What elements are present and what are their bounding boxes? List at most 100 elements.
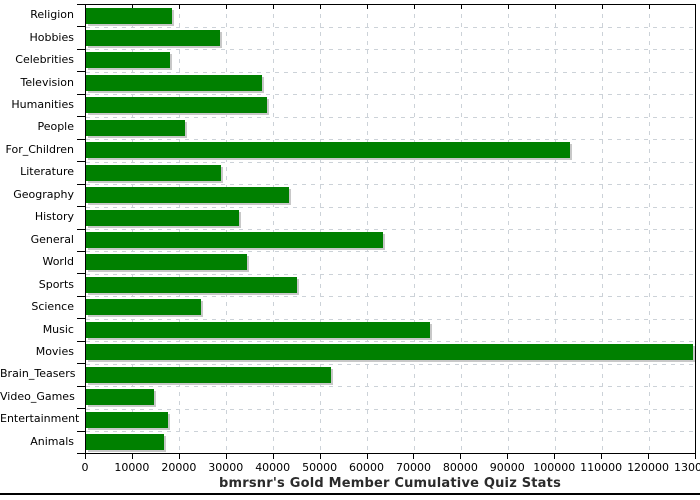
y-tick-mark (77, 340, 85, 342)
x-tick-label: 0 (81, 461, 89, 474)
x-tick-label: 10000 (114, 461, 150, 474)
x-tick-mark (272, 454, 274, 459)
y-tick-mark (77, 385, 85, 387)
category-label: Brain_Teasers (0, 367, 76, 381)
y-gridline (86, 161, 696, 163)
bottom-divider (0, 493, 700, 495)
y-tick-mark (77, 48, 85, 50)
y-gridline (86, 273, 696, 275)
y-gridline (86, 139, 696, 141)
bar-humanities (86, 97, 268, 114)
x-tick-label: 40000 (255, 461, 291, 474)
x-tick-mark (601, 454, 603, 459)
y-gridline (86, 229, 696, 230)
y-tick-mark (77, 138, 85, 140)
x-tick-mark (178, 454, 180, 459)
category-label: For_Children (5, 142, 74, 156)
x-tick-mark (131, 454, 133, 459)
x-tick-label: 60000 (349, 461, 385, 474)
y-gridline (86, 71, 696, 73)
x-tick-mark (460, 454, 462, 459)
bar-people (86, 119, 186, 136)
y-gridline (86, 94, 696, 96)
category-label: Geography (13, 187, 74, 201)
x-tick-label: 100000 (533, 461, 576, 474)
bar-for_children (86, 142, 571, 159)
bar-hobbies (86, 29, 220, 46)
x-tick-inner (179, 5, 181, 9)
bar-brain_teasers (86, 366, 331, 383)
y-tick-mark (77, 295, 85, 297)
y-gridline (86, 251, 696, 253)
bar-music (86, 321, 430, 338)
category-label: Science (31, 300, 74, 314)
x-tick-mark (554, 454, 556, 459)
y-gridline (86, 341, 696, 343)
x-tick-mark (507, 454, 509, 459)
x-tick-mark (319, 454, 321, 459)
y-gridline (86, 363, 696, 365)
x-tick-inner (367, 5, 369, 9)
y-tick-mark (77, 430, 85, 432)
x-tick-label: 70000 (395, 461, 431, 474)
x-tick-mark (225, 454, 227, 459)
y-tick-mark (77, 453, 85, 454)
x-tick-mark (413, 454, 415, 459)
category-label: People (37, 120, 74, 134)
category-label: Literature (20, 165, 74, 179)
x-tick-label: 50000 (302, 461, 338, 474)
y-tick-mark (77, 116, 85, 118)
bar-history (86, 209, 239, 226)
bar-general (86, 232, 384, 248)
bar-sports (86, 276, 297, 293)
bar-religion (86, 7, 172, 24)
x-tick-mark (366, 454, 368, 459)
y-tick-mark (77, 26, 85, 28)
y-tick-mark (77, 250, 85, 252)
y-gridline (86, 49, 696, 51)
y-tick-mark (77, 273, 85, 275)
category-label: Video_Games (0, 389, 75, 403)
y-gridline (86, 386, 696, 388)
category-label: History (34, 210, 74, 224)
x-tick-inner (601, 5, 603, 9)
bar-celebrities (86, 52, 170, 69)
y-gridline (86, 206, 696, 208)
category-label: Music (42, 322, 74, 336)
y-tick-mark (77, 93, 85, 95)
y-gridline (86, 296, 696, 298)
y-gridline (86, 408, 696, 410)
y-gridline (86, 431, 696, 433)
category-label: Entertainment (0, 412, 80, 426)
y-tick-mark (77, 71, 85, 73)
category-label: Sports (38, 277, 74, 291)
category-label: General (30, 232, 74, 246)
x-tick-label: 90000 (489, 461, 525, 474)
plot-area (85, 4, 696, 454)
y-tick-mark (77, 206, 85, 208)
x-tick-inner (132, 5, 134, 9)
x-tick-inner (226, 5, 228, 9)
x-tick-label: 110000 (580, 461, 623, 474)
y-gridline (86, 116, 696, 118)
x-tick-label: 130000 (674, 461, 700, 474)
x-tick-inner (460, 5, 462, 9)
x-tick-mark (85, 454, 86, 459)
x-tick-inner (413, 5, 415, 9)
category-label: Movies (35, 344, 74, 358)
x-tick-mark (695, 454, 696, 459)
category-label: Animals (30, 434, 74, 448)
bar-television (86, 74, 263, 91)
y-tick-mark (77, 318, 85, 320)
y-tick-mark (77, 183, 85, 185)
bar-world (86, 254, 247, 271)
x-tick-inner (320, 5, 322, 9)
x-tick-inner (648, 5, 650, 9)
category-label: Religion (30, 8, 74, 22)
bar-animals (86, 434, 165, 451)
bar-literature (86, 164, 221, 181)
chart-title: bmrsnr's Gold Member Cumulative Quiz Sta… (218, 476, 562, 491)
bar-entertainment (86, 411, 168, 428)
y-gridline (86, 318, 696, 320)
